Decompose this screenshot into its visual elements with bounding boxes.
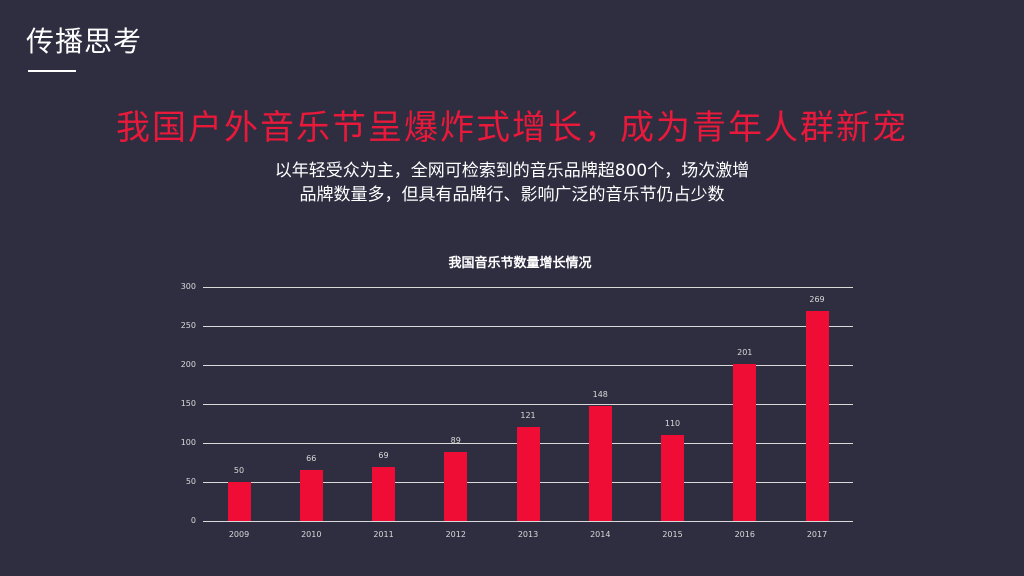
y-tick-label: 300	[180, 282, 196, 291]
gridline	[203, 365, 853, 366]
bar-2016	[733, 364, 757, 521]
subtitle-line-1: 以年轻受众为主，全网可检索到的音乐品牌超800个，场次激增	[274, 161, 750, 181]
x-tick-label: 2017	[806, 530, 828, 539]
x-tick-label: 2012	[445, 530, 466, 539]
y-tick-label: 100	[180, 438, 196, 447]
bar-value-label: 69	[378, 451, 389, 461]
gridline	[203, 404, 853, 405]
x-tick-label: 2009	[228, 530, 250, 539]
x-tick-label: 2013	[517, 530, 539, 539]
bar-2014	[588, 405, 612, 521]
y-tick-label: 250	[180, 321, 196, 330]
gridline	[203, 287, 853, 288]
bar-2012	[444, 451, 468, 521]
bar-value-label: 201	[737, 348, 753, 358]
bar-value-label: 121	[520, 410, 536, 420]
section-title: 传播思考	[26, 25, 143, 58]
bar-value-label: 66	[306, 453, 317, 463]
bar-value-label: 110	[664, 419, 681, 429]
bar-2017	[805, 311, 829, 521]
y-tick-label: 50	[185, 477, 196, 486]
x-tick-label: 2010	[301, 530, 322, 539]
x-tick-label: 2011	[373, 530, 394, 539]
x-tick-label: 2016	[734, 530, 755, 539]
bar-2013	[516, 426, 540, 521]
section-underline	[28, 70, 76, 72]
bar-2009	[227, 482, 251, 521]
y-tick-label: 200	[180, 360, 196, 369]
gridline	[203, 521, 853, 522]
chart-title: 我国音乐节数量增长情况	[448, 256, 592, 271]
bar-2015	[661, 435, 684, 521]
bar-2010	[299, 469, 323, 521]
bar-value-label: 148	[592, 389, 608, 399]
subtitle-line-2: 品牌数量多，但具有品牌行、影响广泛的音乐节仍占少数	[299, 185, 725, 205]
x-tick-label: 2015	[662, 530, 683, 539]
bar-value-label: 269	[809, 295, 825, 305]
bar-value-label: 89	[450, 435, 461, 445]
bar-value-label: 50	[233, 466, 245, 475]
bar-2011	[372, 467, 395, 521]
x-tick-label: 2014	[590, 530, 611, 539]
headline: 我国户外音乐节呈爆炸式增长，成为青年人群新宠	[116, 108, 908, 148]
y-tick-label: 0	[190, 516, 196, 525]
gridline	[203, 326, 853, 327]
y-tick-label: 150	[180, 399, 196, 408]
